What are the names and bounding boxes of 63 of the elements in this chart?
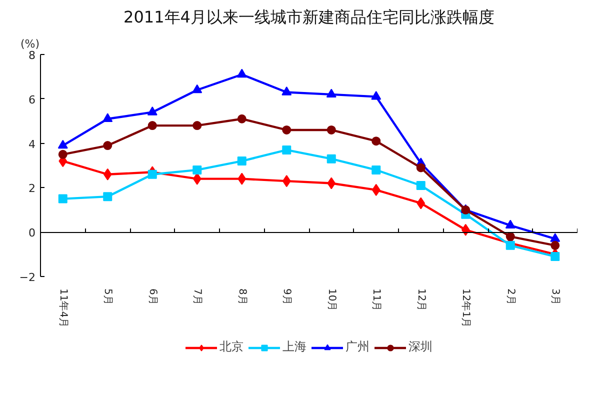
x-tick-label: 3月	[550, 288, 561, 305]
legend-label: 深圳	[408, 338, 432, 356]
point	[148, 121, 157, 130]
legend-label: 广州	[346, 338, 370, 356]
point	[103, 192, 112, 202]
point	[103, 168, 112, 180]
point	[147, 106, 158, 116]
point	[550, 240, 560, 250]
y-tick-label: 2	[28, 182, 36, 196]
point	[236, 68, 247, 78]
point	[282, 86, 292, 96]
x-tick-label: 5月	[102, 288, 114, 305]
point	[237, 114, 246, 124]
point	[372, 165, 381, 174]
point	[326, 88, 336, 98]
point	[327, 177, 336, 190]
x-tick-label: 10月	[326, 288, 337, 312]
x-tick-label: 12年1月	[460, 288, 472, 328]
x-tick-label: 7月	[192, 288, 203, 305]
point	[237, 156, 246, 166]
y-tick-label: −2	[19, 271, 36, 284]
point	[102, 113, 113, 122]
x-tick-label: 8月	[236, 288, 248, 305]
point	[103, 141, 112, 150]
point	[550, 252, 560, 262]
point	[326, 125, 336, 134]
point	[461, 224, 470, 236]
y-tick-label: 8	[28, 49, 36, 62]
point	[416, 180, 426, 190]
point	[192, 121, 202, 130]
y-tick-label: 0	[28, 226, 36, 240]
point	[506, 240, 515, 250]
point	[192, 84, 202, 94]
point	[238, 172, 246, 185]
y-axis-title: (%)	[20, 38, 40, 50]
point	[550, 233, 560, 242]
legend-label: 北京	[220, 338, 244, 356]
y-tick-label: 6	[28, 93, 36, 106]
point	[326, 154, 336, 164]
point	[58, 150, 68, 159]
point	[192, 165, 202, 174]
point	[58, 140, 68, 149]
point	[416, 197, 426, 210]
point	[282, 125, 292, 134]
x-tick-label: 12月	[415, 288, 426, 312]
x-tick-label: 6月	[146, 288, 158, 305]
legend-label: 上海	[282, 338, 306, 356]
point	[371, 90, 382, 100]
x-tick-label: 9月	[281, 288, 292, 305]
y-tick-label: 4	[28, 138, 36, 151]
chart-title: 2011年4月以来一线城市新建商品住宅同比涨跌幅度	[124, 8, 494, 26]
x-tick-label: 11月	[370, 288, 382, 312]
point	[372, 136, 381, 146]
point	[372, 184, 380, 196]
point	[58, 194, 68, 204]
point	[416, 163, 426, 172]
point	[282, 145, 292, 154]
point	[505, 220, 516, 229]
point	[148, 170, 157, 179]
x-tick-label: 11年4月	[57, 288, 70, 328]
x-tick-label: 2月	[504, 288, 516, 305]
point	[282, 175, 291, 188]
point	[506, 232, 515, 242]
